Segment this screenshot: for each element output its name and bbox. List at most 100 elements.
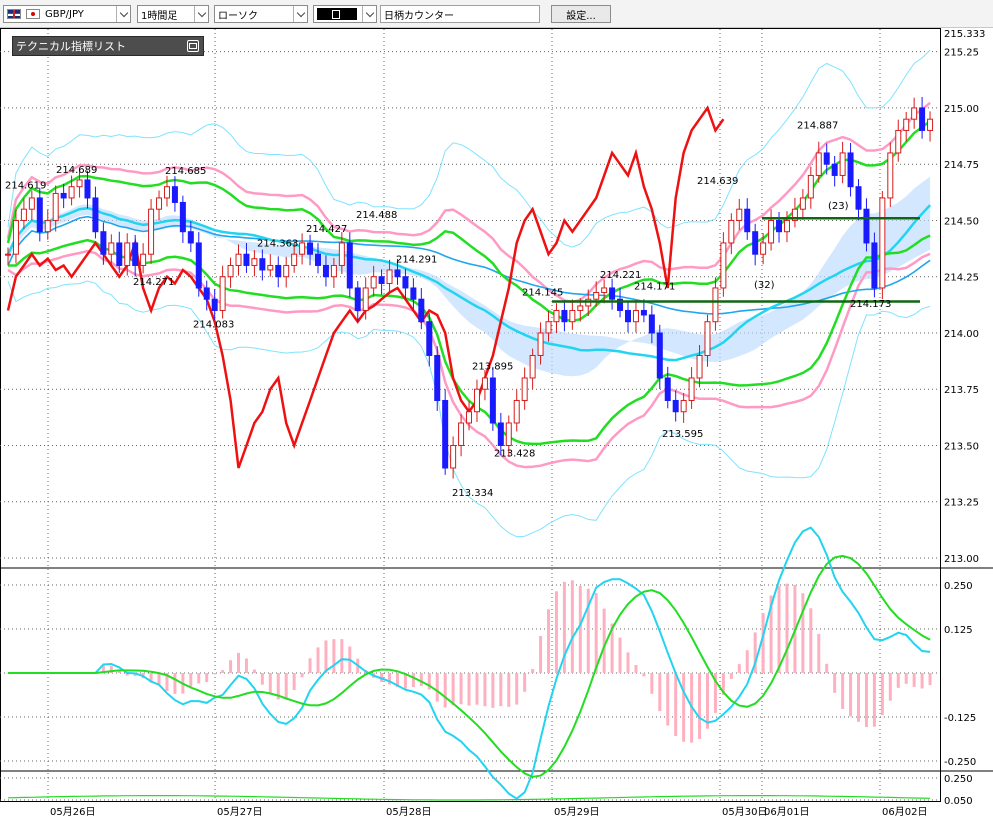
candle-body [609, 287, 616, 300]
candle-body [227, 264, 234, 278]
candle-body [911, 107, 918, 120]
macd-histogram-bar [117, 669, 121, 673]
price-annotation: 214.145 [522, 287, 563, 298]
chevron-down-icon[interactable] [293, 6, 307, 22]
macd-tick-label: -0.125 [944, 713, 976, 724]
macd-histogram-bar [626, 652, 630, 673]
candle-body [577, 305, 584, 311]
macd-histogram-bar [904, 673, 908, 684]
x-date-label: 05月26日 [50, 806, 95, 818]
macd-histogram-bar [602, 608, 606, 673]
chart-style-select[interactable]: ローソク [214, 5, 308, 23]
candle-body [307, 242, 314, 255]
candle-body [108, 242, 115, 255]
macd-histogram-bar [857, 673, 861, 722]
candle-body [688, 377, 695, 401]
macd-histogram-bar [157, 673, 161, 685]
bb-inner-upper [6, 101, 931, 304]
candle-body [370, 276, 377, 289]
candle-body [163, 186, 170, 199]
timeframe-select[interactable]: 1時間足 [137, 5, 209, 23]
candle-body [680, 399, 687, 413]
candle-body [497, 422, 504, 446]
candle-body [458, 422, 465, 446]
candle-body [529, 354, 536, 379]
candle-body [640, 309, 647, 316]
macd-histogram-bar [642, 673, 646, 677]
macd-histogram-bar [109, 665, 113, 673]
symbol-select[interactable]: GBP/JPY [3, 5, 131, 23]
chevron-down-icon[interactable] [116, 6, 130, 22]
macd-histogram-bar [483, 673, 487, 707]
candle-body [768, 219, 775, 244]
sub-tick-label: 0.050 [944, 796, 973, 807]
macd-histogram-bar [260, 673, 264, 685]
candle-body [760, 242, 767, 255]
macd-histogram-bar [562, 581, 566, 673]
macd-histogram-bar [570, 580, 574, 673]
macd-histogram-bar [777, 585, 781, 673]
candle-body [378, 276, 385, 284]
macd-histogram-bar [499, 673, 503, 707]
macd-histogram-bar [761, 613, 765, 673]
candle-body [76, 179, 83, 188]
macd-histogram-bar [419, 673, 423, 687]
panel-toggle-icon[interactable] [187, 40, 199, 52]
color-select[interactable] [313, 5, 377, 23]
chart-axes: 215.333 215.25 215.00 214.75 214.50 214.25 214… [50, 29, 985, 818]
macd-histogram-bar [737, 664, 741, 673]
price-annotation: 214.221 [600, 270, 641, 281]
price-annotation: 214.685 [165, 166, 206, 177]
bb-outer-upper [7, 49, 931, 248]
macd-histogram-bar [252, 669, 256, 673]
macd-histogram-bar [284, 673, 288, 699]
macd-histogram-bar [531, 669, 535, 673]
candle-body [330, 264, 337, 278]
candle-body [879, 197, 886, 289]
candle-body [394, 269, 401, 278]
candle-body [672, 399, 679, 413]
candle-body [386, 269, 393, 284]
candle-body [402, 276, 409, 289]
price-annotation: 214.639 [697, 176, 738, 187]
x-date-label: 05月27日 [217, 806, 262, 818]
y-tick-label: 214.00 [944, 329, 979, 340]
macd-histogram-bar [229, 660, 233, 673]
y-tick-label: 215.00 [944, 104, 979, 115]
indicator-list-panel[interactable]: テクニカル指標リスト [12, 36, 204, 56]
candle-body [243, 253, 250, 266]
macd-histogram-bar [872, 673, 876, 727]
chevron-down-icon[interactable] [194, 6, 208, 22]
chevron-down-icon[interactable] [362, 6, 376, 22]
candle-body [632, 309, 639, 323]
y-tick-label: 214.75 [944, 160, 979, 171]
candle-body [68, 186, 75, 199]
candle-body [5, 253, 11, 256]
macd-histogram-bar [841, 673, 845, 709]
macd-histogram-bar [276, 673, 280, 700]
candle-body [617, 298, 624, 311]
candle-body [426, 321, 433, 356]
symbol-label: GBP/JPY [45, 8, 84, 20]
candle-body [418, 298, 425, 323]
candle-body [505, 422, 512, 446]
candle-body [195, 242, 202, 289]
counter-field[interactable]: 日柄カウンター [380, 5, 540, 23]
macd-histogram-bar [515, 673, 519, 705]
macd-histogram-bar [189, 673, 193, 687]
candle-body [28, 197, 35, 210]
candle-body [815, 152, 822, 176]
ma-cyan-line [6, 204, 932, 362]
macd-tick-label: 0.250 [944, 581, 973, 592]
macd-histogram-bar [300, 673, 304, 678]
macd-histogram-bar [292, 673, 296, 691]
y-tick-label: 213.00 [944, 554, 979, 565]
candle-body [60, 192, 67, 199]
candle-body [927, 118, 934, 131]
macd-histogram-bar [475, 673, 479, 705]
candle-body [211, 298, 218, 311]
candle-body [466, 411, 473, 424]
settings-button[interactable]: 設定... [551, 5, 611, 23]
macd-histogram-bar [125, 673, 129, 676]
